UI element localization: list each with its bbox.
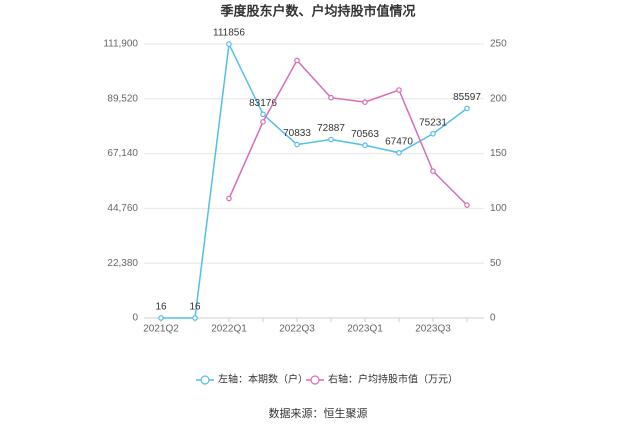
y-tick-label: 111,900 bbox=[103, 39, 138, 50]
data-label: 70563 bbox=[351, 129, 379, 140]
data-label: 85597 bbox=[453, 92, 481, 103]
data-label: 83176 bbox=[249, 98, 277, 109]
y2-tick-label: 250 bbox=[490, 39, 507, 50]
x-tick-label: 2022Q1 bbox=[211, 324, 247, 335]
legend-marker bbox=[310, 375, 320, 385]
point bbox=[328, 94, 334, 101]
series-line bbox=[228, 59, 468, 206]
data-label: 67470 bbox=[385, 136, 413, 147]
point bbox=[396, 149, 402, 156]
data-label: 75231 bbox=[419, 117, 447, 128]
point bbox=[464, 202, 470, 208]
point bbox=[294, 57, 300, 64]
x-tick-label: 2023Q1 bbox=[347, 324, 383, 335]
data-label: 111856 bbox=[213, 28, 245, 39]
x-tick-label: 2021Q2 bbox=[143, 324, 179, 335]
series-line bbox=[161, 41, 468, 319]
y2-tick-label: 0 bbox=[490, 313, 496, 324]
y2-tick-label: 100 bbox=[490, 203, 507, 214]
legend-label: 右轴：户均持股市值（万元） bbox=[328, 373, 458, 386]
y-tick-label: 89,520 bbox=[107, 93, 138, 104]
chart-title: 季度股东户数、户均持股市值情况 bbox=[219, 3, 415, 18]
y2-tick-label: 200 bbox=[490, 93, 507, 104]
point bbox=[260, 111, 266, 118]
legend-marker bbox=[200, 375, 210, 385]
y2-tick-label: 150 bbox=[490, 148, 507, 159]
point bbox=[226, 41, 232, 47]
point bbox=[158, 315, 164, 321]
point bbox=[192, 315, 198, 321]
point bbox=[362, 99, 368, 105]
point bbox=[260, 119, 266, 125]
data-label: 16 bbox=[189, 302, 201, 313]
point bbox=[362, 142, 368, 149]
y-tick-label: 67,140 bbox=[107, 148, 138, 159]
x-tick-label: 2022Q3 bbox=[279, 324, 315, 335]
source: 数据来源：恒生聚源 bbox=[269, 406, 368, 420]
point bbox=[430, 168, 436, 174]
point bbox=[396, 87, 402, 93]
point bbox=[294, 141, 300, 148]
point bbox=[226, 195, 232, 202]
y-tick-label: 44,760 bbox=[107, 203, 138, 214]
point bbox=[464, 105, 470, 112]
data-label: 70833 bbox=[283, 128, 311, 139]
y2-tick-label: 50 bbox=[490, 258, 502, 269]
y-tick-label: 0 bbox=[132, 313, 138, 324]
point bbox=[328, 136, 334, 143]
legend-label: 左轴：本期数（户） bbox=[218, 373, 308, 386]
data-label: 16 bbox=[155, 302, 167, 313]
x-tick-label: 2023Q3 bbox=[415, 324, 451, 335]
point bbox=[430, 130, 436, 137]
data-label: 72887 bbox=[317, 123, 345, 134]
y-tick-label: 22,380 bbox=[107, 258, 138, 269]
